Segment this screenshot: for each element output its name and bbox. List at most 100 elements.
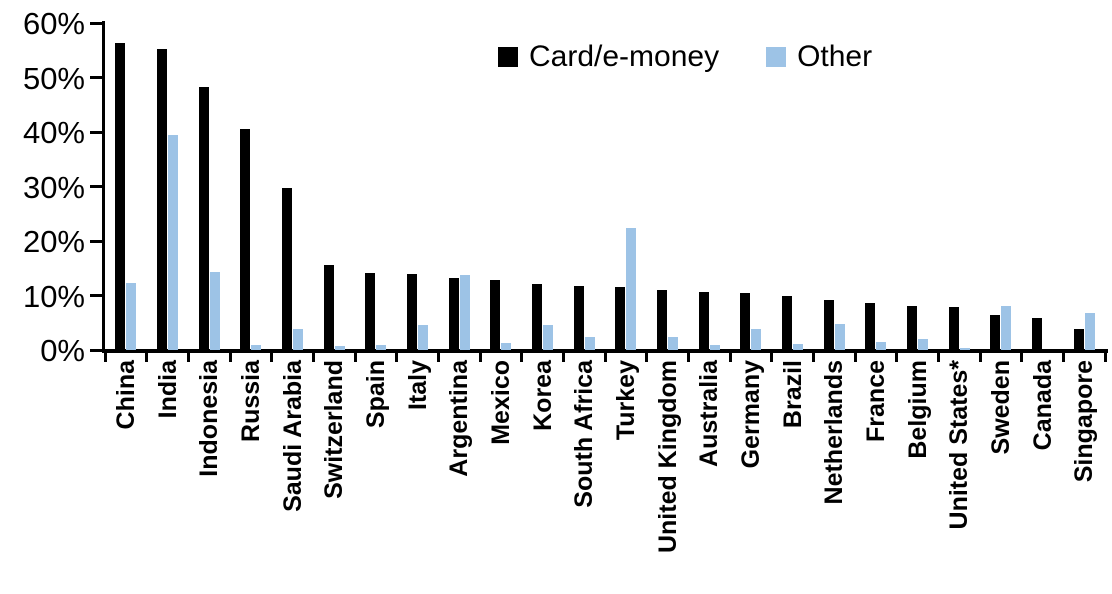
x-label-australia: Australia	[695, 360, 724, 467]
legend-swatch-other	[766, 47, 787, 67]
bar-card-e-money-italy	[407, 273, 417, 350]
bar-card-e-money-united-states	[948, 306, 959, 350]
bar-card-e-money-turkey	[615, 287, 626, 350]
bar-other-turkey	[626, 227, 637, 350]
bar-other-india	[168, 134, 178, 350]
bar-card-e-money-united-kingdom	[657, 290, 667, 350]
x-label-united-states: United States*	[945, 360, 974, 530]
bar-other-saudi-arabia	[293, 329, 303, 350]
x-tick-mark	[1020, 353, 1024, 362]
bar-card-e-money-saudi-arabia	[282, 187, 292, 350]
x-tick-mark	[686, 353, 690, 362]
bar-card-e-money-mexico	[490, 279, 501, 350]
bar-other-france	[876, 342, 887, 350]
x-label-france: France	[861, 360, 890, 442]
bar-card-e-money-switzerland	[323, 264, 334, 350]
bar-other-indonesia	[209, 271, 220, 350]
x-tick-mark	[436, 353, 440, 362]
y-tick-label-40: 40%	[22, 115, 85, 150]
bar-card-e-money-argentina	[448, 277, 459, 350]
bar-card-e-money-france	[865, 303, 876, 350]
legend: Card/e-money Other	[498, 42, 872, 72]
bar-other-brazil	[793, 344, 803, 350]
x-tick-mark	[645, 353, 649, 362]
x-tick-mark	[395, 353, 399, 362]
x-tick-mark	[895, 353, 899, 362]
bar-other-spain	[376, 345, 387, 350]
y-tick-label-60: 60%	[22, 6, 85, 41]
x-tick-mark	[1103, 353, 1107, 362]
y-tick-mark	[90, 130, 104, 134]
x-tick-mark	[311, 353, 315, 362]
bar-other-sweden	[1001, 305, 1012, 350]
x-label-spain: Spain	[361, 360, 390, 429]
y-tick-label-10: 10%	[22, 278, 85, 314]
bar-other-australia	[709, 344, 720, 350]
x-label-switzerland: Switzerland	[320, 360, 349, 499]
x-tick-mark	[978, 353, 982, 362]
bar-card-e-money-spain	[365, 273, 376, 350]
x-tick-mark	[770, 353, 774, 362]
legend-label-other: Other	[797, 40, 873, 73]
y-tick-label-30: 30%	[22, 169, 85, 205]
bar-other-united-kingdom	[668, 337, 678, 350]
bar-card-e-money-netherlands	[823, 299, 834, 350]
bar-other-south-africa	[584, 337, 595, 350]
x-tick-mark	[353, 353, 357, 362]
bar-card-e-money-brazil	[782, 296, 792, 350]
y-axis-line	[102, 21, 105, 353]
x-label-sweden: Sweden	[986, 360, 1015, 455]
bar-card-e-money-russia	[240, 129, 251, 350]
bar-card-e-money-indonesia	[198, 86, 209, 350]
y-tick-mark	[90, 76, 104, 79]
x-tick-mark	[1061, 353, 1065, 362]
x-label-south-africa: South Africa	[570, 360, 599, 508]
bar-card-e-money-south-africa	[573, 286, 584, 350]
bar-card-e-money-china	[115, 43, 126, 350]
bar-card-e-money-singapore	[1073, 328, 1084, 350]
bar-other-germany	[751, 329, 762, 350]
x-tick-mark	[853, 353, 857, 362]
x-label-netherlands: Netherlands	[820, 360, 849, 505]
x-label-brazil: Brazil	[778, 360, 807, 429]
bar-other-russia	[251, 345, 262, 350]
bar-card-e-money-belgium	[907, 305, 917, 350]
y-tick-label-50: 50%	[22, 60, 85, 96]
bar-card-e-money-india	[157, 49, 167, 350]
bar-other-united-states	[959, 348, 970, 350]
x-tick-mark	[478, 353, 482, 362]
bar-other-korea	[543, 325, 553, 350]
x-tick-mark	[186, 353, 190, 362]
y-tick-label-20: 20%	[22, 224, 85, 259]
x-label-italy: Italy	[403, 360, 432, 411]
x-tick-mark	[561, 353, 565, 362]
bar-card-e-money-sweden	[990, 314, 1001, 350]
bar-card-e-money-korea	[532, 283, 542, 350]
y-tick-mark	[90, 294, 104, 297]
bar-other-netherlands	[834, 323, 845, 350]
x-tick-mark	[936, 353, 940, 362]
bar-other-belgium	[918, 339, 928, 350]
bar-card-e-money-australia	[698, 291, 709, 350]
x-label-united-kingdom: United Kingdom	[653, 360, 682, 554]
x-label-saudi-arabia: Saudi Arabia	[278, 360, 307, 512]
x-tick-mark	[603, 353, 607, 362]
bar-other-singapore	[1084, 313, 1095, 350]
x-tick-mark	[270, 353, 274, 362]
bar-other-argentina	[459, 274, 470, 350]
y-tick-mark	[90, 185, 104, 188]
x-label-russia: Russia	[236, 360, 265, 442]
x-label-india: India	[153, 360, 182, 419]
bar-other-mexico	[501, 342, 512, 350]
y-tick-mark	[90, 239, 104, 243]
bar-other-switzerland	[334, 346, 345, 350]
x-label-korea: Korea	[528, 360, 557, 431]
x-tick-mark	[145, 353, 149, 362]
x-label-canada: Canada	[1028, 360, 1057, 451]
x-label-argentina: Argentina	[445, 360, 474, 477]
bar-other-italy	[418, 324, 428, 350]
y-tick-label-0: 0%	[40, 333, 85, 368]
x-label-indonesia: Indonesia	[195, 360, 224, 477]
y-tick-mark	[90, 348, 104, 352]
